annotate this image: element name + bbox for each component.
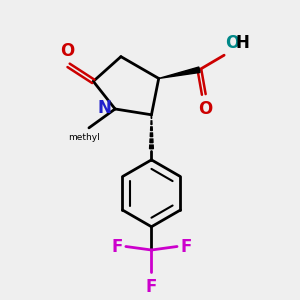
Polygon shape [150,145,153,149]
Polygon shape [151,127,152,130]
Text: N: N [98,98,112,116]
Text: O: O [60,42,74,60]
Text: F: F [111,238,122,256]
Text: H: H [236,34,250,52]
Polygon shape [150,139,153,143]
Polygon shape [151,121,152,124]
Polygon shape [151,115,152,119]
Text: F: F [146,278,157,296]
Polygon shape [150,133,153,136]
Text: O: O [198,100,212,118]
Text: F: F [181,238,192,256]
Text: O: O [226,34,240,52]
Text: methyl: methyl [68,133,100,142]
Polygon shape [159,67,200,78]
